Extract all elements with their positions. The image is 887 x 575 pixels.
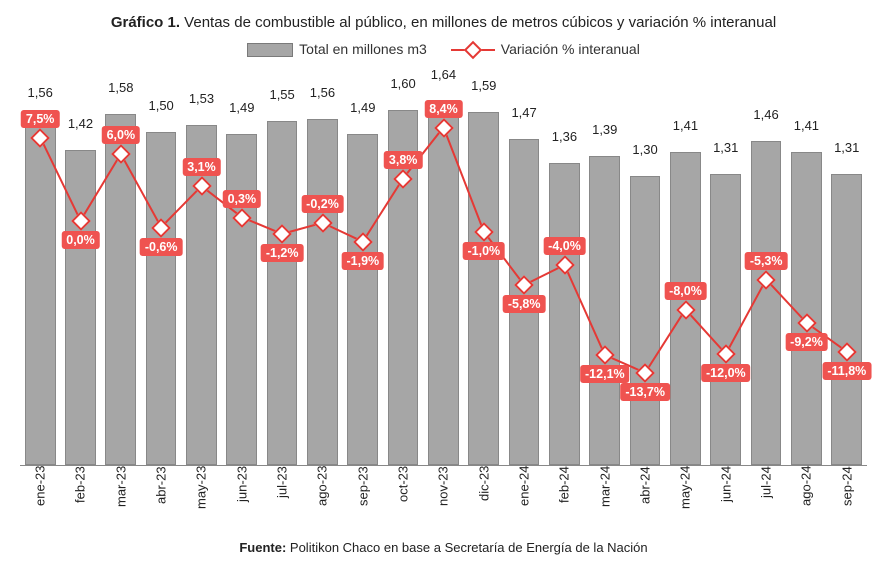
pct-label: -5,8% (503, 295, 546, 313)
pct-label: 3,1% (182, 158, 221, 176)
x-tick-label: may-23 (181, 466, 221, 526)
legend-swatch-bar (247, 43, 293, 57)
pct-label: -12,0% (701, 364, 751, 382)
x-tick-label: feb-23 (60, 466, 100, 526)
x-tick-label: mar-24 (585, 466, 625, 526)
x-tick-label: oct-23 (383, 466, 423, 526)
x-tick-label: mar-23 (101, 466, 141, 526)
pct-label: -0,6% (140, 238, 183, 256)
x-tick-label: jul-24 (746, 466, 786, 526)
legend-item-bars: Total en millones m3 (247, 41, 427, 57)
x-tick-label: sep-23 (343, 466, 383, 526)
x-tick-label: may-24 (665, 466, 705, 526)
x-tick-label: jun-23 (222, 466, 262, 526)
source-text: Politikon Chaco en base a Secretaría de … (286, 540, 647, 555)
x-tick-label: feb-24 (544, 466, 584, 526)
x-tick-label: sep-24 (827, 466, 867, 526)
pct-label: -1,9% (342, 252, 385, 270)
chart-container: Gráfico 1. Ventas de combustible al públ… (0, 0, 887, 575)
chart-source: Fuente: Politikon Chaco en base a Secret… (20, 540, 867, 555)
pct-label: -1,2% (261, 244, 304, 262)
x-tick-label: dic-23 (464, 466, 504, 526)
pct-label: 0,0% (61, 231, 100, 249)
pct-label: -8,0% (664, 282, 707, 300)
x-tick-label: ene-23 (20, 466, 60, 526)
pct-label: -12,1% (580, 365, 630, 383)
title-text: Ventas de combustible al público, en mil… (180, 14, 776, 31)
title-prefix: Gráfico 1. (111, 14, 180, 31)
x-tick-label: abr-23 (141, 466, 181, 526)
chart-title: Gráfico 1. Ventas de combustible al públ… (20, 14, 867, 31)
x-axis: ene-23feb-23mar-23abr-23may-23jun-23jul-… (20, 466, 867, 526)
legend-label-line: Variación % interanual (501, 41, 640, 57)
source-prefix: Fuente: (239, 540, 286, 555)
pct-label: -9,2% (785, 333, 828, 351)
legend-item-line: Variación % interanual (451, 41, 640, 57)
pct-label: -11,8% (822, 362, 871, 380)
x-tick-label: jul-23 (262, 466, 302, 526)
pct-label: -0,2% (301, 195, 344, 213)
pct-label: 3,8% (384, 151, 423, 169)
x-tick-label: ene-24 (504, 466, 544, 526)
pct-label: 6,0% (102, 126, 141, 144)
legend-swatch-line (451, 44, 495, 56)
pct-label: -4,0% (543, 237, 586, 255)
pct-label: 8,4% (424, 100, 463, 118)
plot-area: 1,561,421,581,501,531,491,551,561,491,60… (20, 65, 867, 466)
pct-label: 0,3% (223, 190, 262, 208)
x-tick-label: nov-23 (423, 466, 463, 526)
pct-label: -13,7% (620, 383, 670, 401)
pct-label: -5,3% (745, 252, 788, 270)
legend-label-bars: Total en millones m3 (299, 41, 427, 57)
legend: Total en millones m3 Variación % interan… (20, 41, 867, 57)
x-tick-label: ago-24 (786, 466, 826, 526)
x-tick-label: abr-24 (625, 466, 665, 526)
x-tick-label: ago-23 (302, 466, 342, 526)
pct-label: 7,5% (21, 110, 60, 128)
pct-label: -1,0% (463, 242, 506, 260)
x-tick-label: jun-24 (706, 466, 746, 526)
